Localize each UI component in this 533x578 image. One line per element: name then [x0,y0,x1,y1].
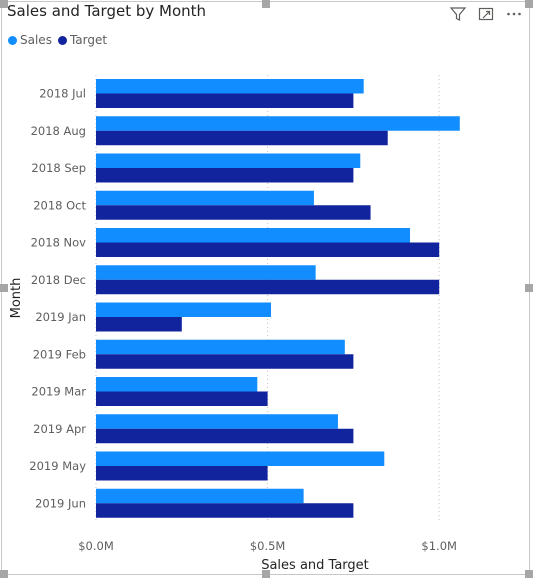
focus-mode-icon[interactable] [477,5,495,23]
bar-sales-2019-apr[interactable] [96,414,338,429]
bar-sales-2019-jun[interactable] [96,488,304,504]
resize-handle-bottom-center[interactable] [262,570,270,578]
chart-title: Sales and Target by Month [7,2,207,20]
legend-label-target: Target [69,33,108,47]
bar-sales-2019-feb[interactable] [96,339,345,355]
y-tick-label: 2018 Sep [31,161,86,175]
bar-target-2018-aug[interactable] [96,130,388,146]
y-tick-label: 2018 Jul [39,87,86,101]
bar-sales-2018-jul[interactable] [96,79,364,94]
legend-item-sales[interactable]: Sales [8,33,52,47]
bar-sales-2019-mar[interactable] [96,377,258,392]
bar-sales-2018-aug[interactable] [96,116,460,131]
bar-target-2018-sep[interactable] [96,168,354,183]
bar-target-2018-nov[interactable] [96,242,440,258]
bar-target-2019-may[interactable] [96,466,268,481]
resize-handle-top-center[interactable] [262,0,270,8]
bar-sales-2018-dec[interactable] [96,265,316,280]
y-tick-label: 2019 Jan [35,310,86,324]
bar-sales-2019-may[interactable] [96,451,385,467]
bar-sales-2018-oct[interactable] [96,190,314,206]
bar-sales-2018-nov[interactable] [96,228,411,243]
bar-target-2019-mar[interactable] [96,391,268,407]
bar-target-2018-dec[interactable] [96,279,440,295]
bar-target-2019-jun[interactable] [96,503,354,518]
y-tick-label: 2018 Nov [31,236,87,250]
y-tick-label: 2019 Apr [33,422,86,436]
resize-handle-bottom-left[interactable] [0,570,8,578]
bar-target-2018-jul[interactable] [96,93,354,109]
x-axis-title: Sales and Target [261,558,369,573]
y-tick-label: 2018 Aug [31,124,86,138]
bar-target-2018-oct[interactable] [96,205,371,220]
x-tick-label: $0.5M [250,539,286,553]
more-options-icon[interactable] [505,5,523,23]
bar-target-2019-feb[interactable] [96,354,354,369]
y-tick-label: 2018 Dec [31,273,86,287]
legend-label-sales: Sales [20,33,52,47]
resize-handle-bottom-right[interactable] [525,570,533,578]
resize-handle-middle-left[interactable] [0,284,8,292]
bar-target-2019-jan[interactable] [96,317,182,332]
visual-header-icons [449,5,523,23]
resize-handle-middle-right[interactable] [525,284,533,292]
resize-handle-top-right[interactable] [525,0,533,8]
resize-handle-top-left[interactable] [0,0,8,8]
legend-marker-sales [8,35,17,45]
y-tick-label: 2019 May [29,459,86,473]
chart-legend: Sales Target [8,33,113,47]
bar-sales-2019-jan[interactable] [96,302,272,318]
y-tick-label: 2019 Feb [33,347,86,361]
x-tick-label: $0.0M [78,539,114,553]
legend-marker-target [57,35,67,45]
y-tick-label: 2019 Jun [35,496,86,510]
y-tick-label: 2018 Oct [33,198,86,212]
bar-sales-2018-sep[interactable] [96,153,361,169]
x-tick-label: $1.0M [421,539,457,553]
filter-icon[interactable] [449,5,467,23]
y-axis-title: Month [9,278,24,319]
legend-item-target[interactable]: Target [57,33,108,47]
y-tick-label: 2019 Mar [31,385,86,399]
bar-target-2019-apr[interactable] [96,428,354,444]
